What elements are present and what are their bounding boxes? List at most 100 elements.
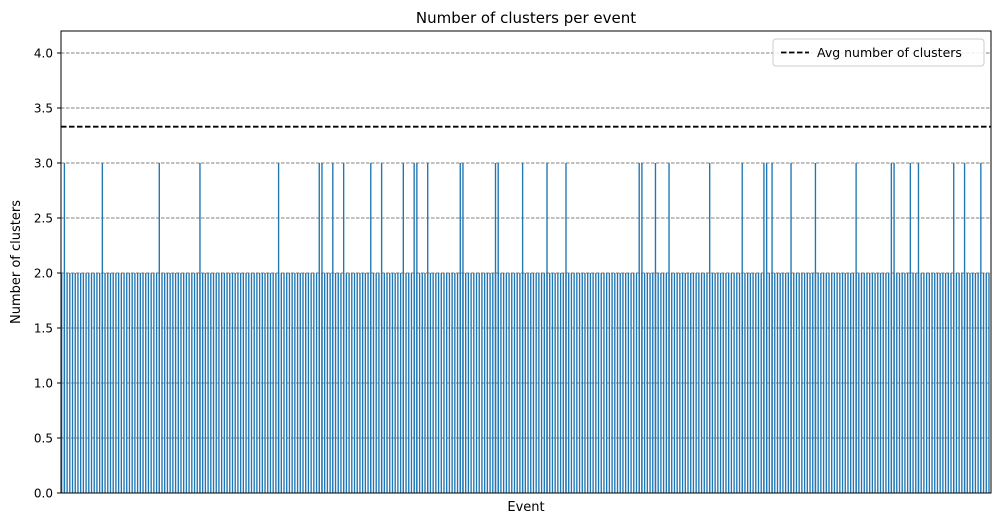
event-bar: [128, 273, 131, 493]
y-tick-label: 0.5: [34, 431, 53, 445]
event-bar: [671, 273, 673, 493]
event-bar: [915, 273, 917, 493]
plot-frame: [60, 30, 992, 494]
event-bar: [248, 273, 250, 493]
event-bar: [557, 273, 559, 493]
event-bar: [383, 273, 386, 493]
event-bar: [399, 273, 402, 493]
event-bar: [492, 273, 494, 493]
event-bar: [925, 273, 928, 493]
event-bar: [784, 273, 787, 493]
event-bar: [551, 273, 554, 493]
event-bar: [359, 273, 361, 493]
event-bar: [882, 273, 884, 493]
event-bar: [795, 273, 798, 493]
event-bar: [302, 273, 304, 493]
event-bar: [196, 273, 198, 493]
event-bar: [188, 273, 190, 493]
event-bar: [961, 273, 963, 493]
event-bar: [817, 273, 819, 493]
event-bar: [681, 273, 684, 493]
event-bar: [291, 273, 293, 493]
event-bar: [508, 273, 510, 493]
bars: [61, 163, 990, 493]
event-bar: [448, 273, 451, 493]
event-bar: [524, 273, 526, 493]
event-bar: [150, 273, 152, 493]
event-bar: [177, 273, 179, 493]
event-bar: [223, 273, 226, 493]
x-axis-title: Event: [507, 500, 544, 515]
event-bar: [540, 273, 543, 493]
event-bar: [605, 273, 608, 493]
event-bar: [218, 273, 220, 493]
event-bar: [527, 273, 529, 493]
event-bar: [283, 273, 285, 493]
event-bar: [955, 273, 958, 493]
event-bar-spike: [765, 163, 768, 493]
event-bar: [340, 273, 342, 493]
event-bar: [98, 273, 101, 493]
event-bar: [123, 273, 125, 493]
event-bar-spike: [427, 163, 429, 493]
event-bar-spike: [277, 163, 280, 493]
event-bar: [299, 273, 301, 493]
event-bar: [581, 273, 583, 493]
event-bar-spike: [546, 163, 548, 493]
event-bar: [367, 273, 369, 493]
event-bar: [437, 273, 440, 493]
event-bar: [714, 273, 716, 493]
event-bar: [61, 273, 63, 493]
event-bar: [231, 273, 234, 493]
event-bar: [660, 273, 662, 493]
event-bar-spike: [342, 163, 345, 493]
event-bar: [760, 273, 762, 493]
event-bar: [134, 273, 136, 493]
event-bar: [345, 273, 348, 493]
event-bar: [755, 273, 757, 493]
event-bar: [69, 273, 71, 493]
event-bar-spike: [763, 163, 765, 493]
event-bar: [483, 273, 486, 493]
event-bar: [180, 273, 182, 493]
event-bar: [608, 273, 611, 493]
event-bar: [215, 273, 217, 493]
event-bar: [505, 273, 508, 493]
event-bar: [256, 273, 258, 493]
event-bar: [746, 273, 749, 493]
event-bar: [405, 273, 407, 493]
event-bar: [597, 273, 600, 493]
event-bar: [470, 273, 472, 493]
event-bar: [684, 273, 686, 493]
event-bar: [82, 273, 85, 493]
event-bar: [635, 273, 638, 493]
event-bar: [131, 273, 133, 493]
event-bar: [936, 273, 939, 493]
event-bar: [242, 273, 245, 493]
event-bar-spike: [63, 163, 66, 493]
event-bar: [451, 273, 453, 493]
event-bar-spike: [709, 163, 711, 493]
event-bar: [584, 273, 586, 493]
event-bar: [117, 273, 120, 493]
event-bar: [662, 273, 665, 493]
event-bar: [535, 273, 537, 493]
event-bar-spike: [771, 163, 773, 493]
event-bar: [329, 273, 331, 493]
event-bar-spike: [370, 163, 372, 493]
event-bar: [652, 273, 654, 493]
event-bar: [576, 273, 578, 493]
event-bar: [418, 273, 421, 493]
event-bar: [595, 273, 597, 493]
event-bar: [511, 273, 513, 493]
event-bar: [516, 273, 518, 493]
event-bar: [500, 273, 502, 493]
y-axis-title: Number of clusters: [9, 200, 24, 324]
event-bar-spike: [332, 163, 334, 493]
event-bar: [253, 273, 255, 493]
event-bar: [145, 273, 147, 493]
event-bar: [467, 273, 470, 493]
event-bar: [738, 273, 741, 493]
event-bar: [513, 273, 516, 493]
